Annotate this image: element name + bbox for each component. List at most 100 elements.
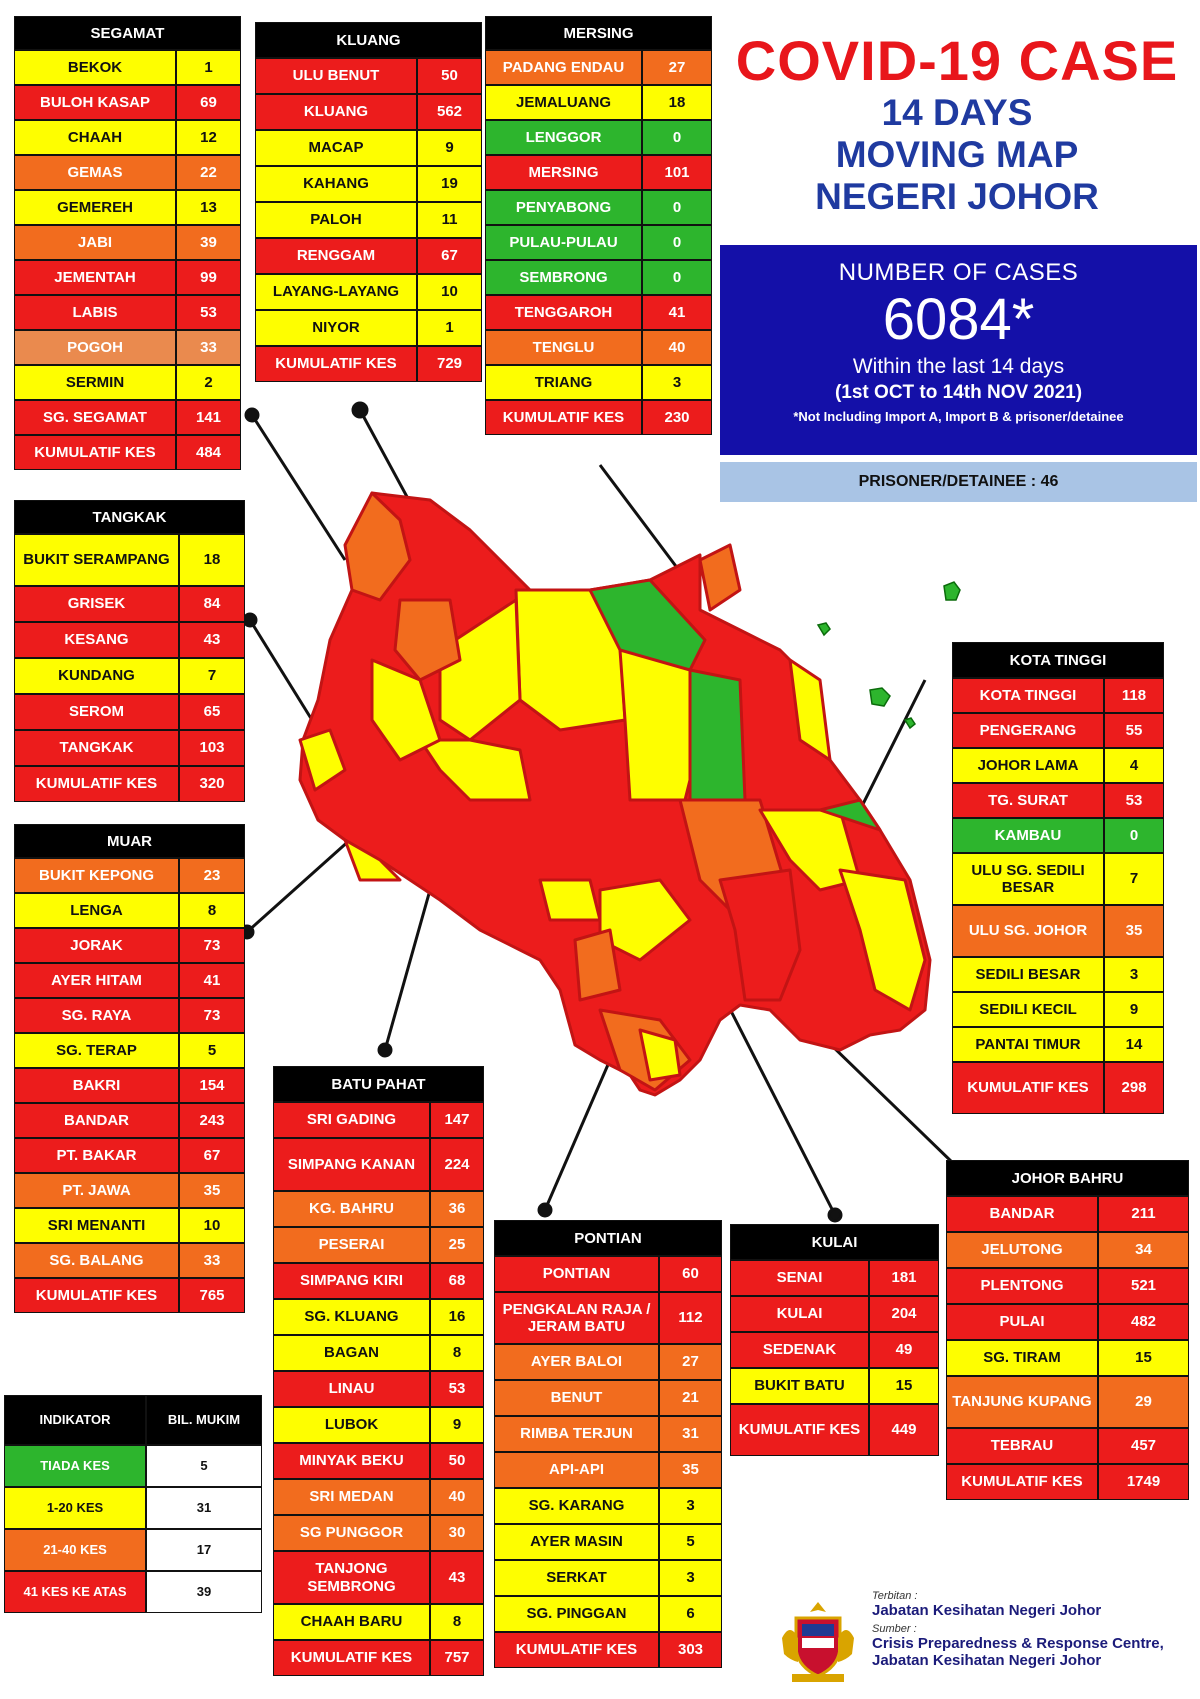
mukim-name: PALOH	[256, 203, 416, 237]
mukim-name: KUMULATIF KES	[731, 1405, 868, 1455]
mukim-case-count: 112	[660, 1293, 721, 1343]
mukim-case-count: 15	[870, 1369, 938, 1403]
mukim-name: KUNDANG	[15, 659, 178, 693]
mukim-name: SERMIN	[15, 366, 175, 399]
mukim-name: SEROM	[15, 695, 178, 729]
mukim-row: PT. BAKAR 67	[15, 1139, 244, 1172]
mukim-case-count: 35	[1105, 906, 1163, 956]
mukim-row: BAGAN 8	[274, 1336, 483, 1370]
mukim-name: SENAI	[731, 1261, 868, 1295]
mukim-name: GEMEREH	[15, 191, 175, 224]
title-main: COVID-19 CASE	[735, 29, 1179, 92]
mukim-name: SRI GADING	[274, 1103, 429, 1137]
mukim-name: RIMBA TERJUN	[495, 1417, 658, 1451]
mukim-name: PADANG ENDAU	[486, 51, 641, 84]
mukim-case-count: 35	[180, 1174, 244, 1207]
legend-label: 41 KES KE ATAS	[5, 1572, 145, 1612]
mukim-name: KUMULATIF KES	[256, 347, 416, 381]
mukim-name: KESANG	[15, 623, 178, 657]
mukim-row: GEMEREH 13	[15, 191, 240, 224]
mukim-case-count: 224	[431, 1139, 483, 1190]
mukim-case-count: 60	[660, 1257, 721, 1291]
mukim-case-count: 19	[418, 167, 481, 201]
mukim-name: SRI MEDAN	[274, 1480, 429, 1514]
credits-sumber-1: Crisis Preparedness & Response Centre,	[872, 1635, 1164, 1652]
mukim-name: KUMULATIF KES	[274, 1641, 429, 1675]
mukim-case-count: 141	[177, 401, 240, 434]
mukim-case-count: 27	[660, 1345, 721, 1379]
cases-period: Within the last 14 days	[852, 355, 1065, 378]
mukim-row: KUMULATIF KES 303	[495, 1633, 721, 1667]
mukim-row: SRI MENANTI 10	[15, 1209, 244, 1242]
mukim-case-count: 484	[177, 436, 240, 469]
mukim-row: TANJONG SEMBRONG 43	[274, 1552, 483, 1603]
mukim-row: SG. TIRAM 15	[947, 1341, 1188, 1375]
mukim-case-count: 4	[1105, 749, 1163, 782]
mukim-name: KLUANG	[256, 95, 416, 129]
mukim-case-count: 84	[180, 587, 244, 621]
mukim-name: KUMULATIF KES	[486, 401, 641, 434]
mukim-row: ULU SG. JOHOR 35	[953, 906, 1163, 956]
mukim-name: GEMAS	[15, 156, 175, 189]
district-panel-tangkak: TANGKAK BUKIT SERAMPANG 18 GRISEK 84 KESANG 43…	[14, 500, 245, 802]
district-panel-kota-tinggi: KOTA TINGGI KOTA TINGGI 118 PENGERANG 55 JOHO…	[952, 642, 1164, 1114]
mukim-name: ULU SG. SEDILI BESAR	[953, 854, 1103, 904]
mukim-name: BULOH KASAP	[15, 86, 175, 119]
mukim-name: API-API	[495, 1453, 658, 1487]
mukim-name: CHAAH	[15, 121, 175, 154]
mukim-name: JOHOR LAMA	[953, 749, 1103, 782]
legend-count: 31	[147, 1488, 261, 1528]
mukim-name: LAYANG-LAYANG	[256, 275, 416, 309]
mukim-case-count: 10	[180, 1209, 244, 1242]
mukim-case-count: 31	[660, 1417, 721, 1451]
mukim-case-count: 13	[177, 191, 240, 224]
mukim-row: SIMPANG KIRI 68	[274, 1264, 483, 1298]
mukim-row: TENGGAROH 41	[486, 296, 711, 329]
mukim-row: AYER HITAM 41	[15, 964, 244, 997]
mukim-case-count: 16	[431, 1300, 483, 1334]
mukim-case-count: 8	[180, 894, 244, 927]
mukim-name: PESERAI	[274, 1228, 429, 1262]
mukim-case-count: 3	[660, 1489, 721, 1523]
district-title: MUAR	[15, 825, 244, 857]
mukim-name: KUMULATIF KES	[15, 767, 178, 801]
mukim-row: SEDILI BESAR 3	[953, 958, 1163, 991]
mukim-case-count: 7	[180, 659, 244, 693]
mukim-case-count: 1749	[1099, 1465, 1188, 1499]
mukim-case-count: 11	[418, 203, 481, 237]
mukim-case-count: 3	[660, 1561, 721, 1595]
mukim-name: MERSING	[486, 156, 641, 189]
mukim-row: NIYOR 1	[256, 311, 481, 345]
mukim-case-count: 147	[431, 1103, 483, 1137]
mukim-case-count: 53	[1105, 784, 1163, 817]
mukim-name: SEMBRONG	[486, 261, 641, 294]
mukim-row: SRI MEDAN 40	[274, 1480, 483, 1514]
mukim-case-count: 68	[431, 1264, 483, 1298]
mukim-name: BEKOK	[15, 51, 175, 84]
mukim-case-count: 12	[177, 121, 240, 154]
mukim-row: GRISEK 84	[15, 587, 244, 621]
mukim-row: KUMULATIF KES 1749	[947, 1465, 1188, 1499]
mukim-row: PT. JAWA 35	[15, 1174, 244, 1207]
district-panel-segamat: SEGAMAT BEKOK 1 BULOH KASAP 69 CHAAH 12 GEMAS 22…	[14, 16, 241, 470]
mukim-case-count: 35	[660, 1453, 721, 1487]
mukim-name: KUMULATIF KES	[953, 1063, 1103, 1113]
mukim-name: PENGKALAN RAJA / JERAM BATU	[495, 1293, 658, 1343]
mukim-case-count: 7	[1105, 854, 1163, 904]
mukim-row: SG. KARANG 3	[495, 1489, 721, 1523]
mukim-row: GEMAS 22	[15, 156, 240, 189]
mukim-row: PULAI 482	[947, 1305, 1188, 1339]
mukim-case-count: 3	[1105, 958, 1163, 991]
cases-total: 6084*	[882, 287, 1035, 352]
mukim-row: SG PUNGGOR 30	[274, 1516, 483, 1550]
mukim-case-count: 50	[418, 59, 481, 93]
mukim-row: JOHOR LAMA 4	[953, 749, 1163, 782]
mukim-row: PENGERANG 55	[953, 714, 1163, 747]
mukim-row: SG. RAYA 73	[15, 999, 244, 1032]
mukim-name: LENGGOR	[486, 121, 641, 154]
mukim-case-count: 41	[180, 964, 244, 997]
legend-row: 41 KES KE ATAS 39	[5, 1572, 261, 1612]
mukim-row: TENGLU 40	[486, 331, 711, 364]
mukim-case-count: 15	[1099, 1341, 1188, 1375]
mukim-row: JEMALUANG 18	[486, 86, 711, 119]
